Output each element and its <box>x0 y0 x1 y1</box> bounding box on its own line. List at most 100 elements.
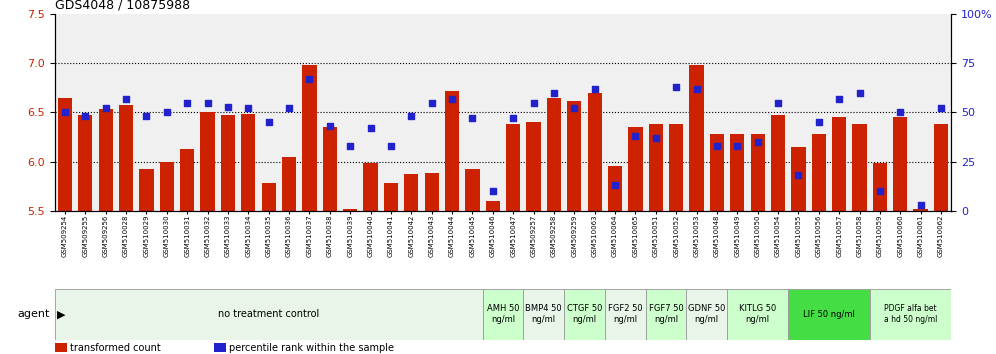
Bar <box>241 114 255 211</box>
Bar <box>934 124 948 211</box>
Bar <box>99 109 113 211</box>
Bar <box>364 164 377 211</box>
Point <box>57 110 73 115</box>
Bar <box>303 65 317 211</box>
Bar <box>645 289 686 340</box>
Bar <box>527 122 541 211</box>
Bar <box>771 115 785 211</box>
Bar <box>872 164 887 211</box>
Bar <box>605 289 645 340</box>
Bar <box>812 134 826 211</box>
Text: agent: agent <box>17 309 50 319</box>
Point <box>98 105 114 111</box>
Text: GDS4048 / 10875988: GDS4048 / 10875988 <box>55 0 190 12</box>
Bar <box>424 173 439 211</box>
Point <box>343 143 359 149</box>
Bar <box>323 127 337 211</box>
Bar <box>139 169 153 211</box>
Point <box>199 100 215 105</box>
Bar <box>686 289 727 340</box>
Bar <box>200 113 215 211</box>
Bar <box>870 289 951 340</box>
Point <box>872 188 887 194</box>
Point <box>403 114 419 119</box>
Bar <box>55 289 483 340</box>
Bar <box>282 156 296 211</box>
Text: BMP4 50
ng/ml: BMP4 50 ng/ml <box>526 304 562 324</box>
Point <box>464 115 480 121</box>
Bar <box>465 169 479 211</box>
Point <box>791 172 807 178</box>
Point <box>567 105 583 111</box>
Bar <box>383 183 398 211</box>
Point <box>444 96 460 102</box>
Point <box>138 114 154 119</box>
Text: ▶: ▶ <box>57 309 66 319</box>
Bar <box>58 98 72 211</box>
Point <box>688 86 704 92</box>
Bar <box>445 91 459 211</box>
Bar <box>483 289 523 340</box>
Text: percentile rank within the sample: percentile rank within the sample <box>229 343 394 353</box>
Text: PDGF alfa bet
a hd 50 ng/ml: PDGF alfa bet a hd 50 ng/ml <box>883 304 937 324</box>
Point <box>505 115 521 121</box>
Point <box>647 135 663 141</box>
Point <box>302 76 318 82</box>
Bar <box>648 124 663 211</box>
Text: GDNF 50
ng/ml: GDNF 50 ng/ml <box>688 304 725 324</box>
Point <box>770 100 786 105</box>
Bar <box>180 149 194 211</box>
Point <box>627 133 643 139</box>
Bar <box>788 289 870 340</box>
Point <box>668 84 684 90</box>
Point <box>179 100 195 105</box>
Bar <box>791 147 806 211</box>
Bar <box>343 209 358 211</box>
Bar <box>628 127 642 211</box>
Text: AMH 50
ng/ml: AMH 50 ng/ml <box>487 304 519 324</box>
Bar <box>689 65 703 211</box>
Bar <box>588 93 602 211</box>
Bar <box>79 115 93 211</box>
Point <box>587 86 603 92</box>
Bar <box>221 115 235 211</box>
Bar <box>404 174 418 211</box>
Bar <box>523 289 564 340</box>
Text: KITLG 50
ng/ml: KITLG 50 ng/ml <box>739 304 776 324</box>
Bar <box>710 134 724 211</box>
Point <box>933 105 949 111</box>
Point <box>261 119 277 125</box>
Bar <box>832 117 847 211</box>
Point <box>852 90 868 96</box>
Bar <box>119 104 133 211</box>
Bar <box>262 183 276 211</box>
Text: transformed count: transformed count <box>70 343 160 353</box>
Text: FGF2 50
ng/ml: FGF2 50 ng/ml <box>608 304 642 324</box>
Bar <box>893 117 907 211</box>
Text: FGF7 50
ng/ml: FGF7 50 ng/ml <box>648 304 683 324</box>
Text: LIF 50 ng/ml: LIF 50 ng/ml <box>803 310 855 319</box>
Bar <box>486 201 500 211</box>
Bar <box>669 124 683 211</box>
Bar <box>564 289 605 340</box>
Point <box>526 100 542 105</box>
Point <box>811 119 827 125</box>
Bar <box>567 101 582 211</box>
Point <box>78 114 94 119</box>
Point <box>159 110 175 115</box>
Point <box>220 104 236 109</box>
Bar <box>506 124 520 211</box>
Point <box>608 182 623 188</box>
Point <box>912 202 928 207</box>
Point <box>119 96 134 102</box>
Point <box>750 139 766 145</box>
Bar <box>751 134 765 211</box>
Bar <box>853 124 867 211</box>
Point <box>281 105 297 111</box>
Bar <box>159 161 174 211</box>
Point <box>729 143 745 149</box>
Point <box>363 125 378 131</box>
Point <box>892 110 908 115</box>
Bar <box>730 134 744 211</box>
Point <box>383 143 399 149</box>
